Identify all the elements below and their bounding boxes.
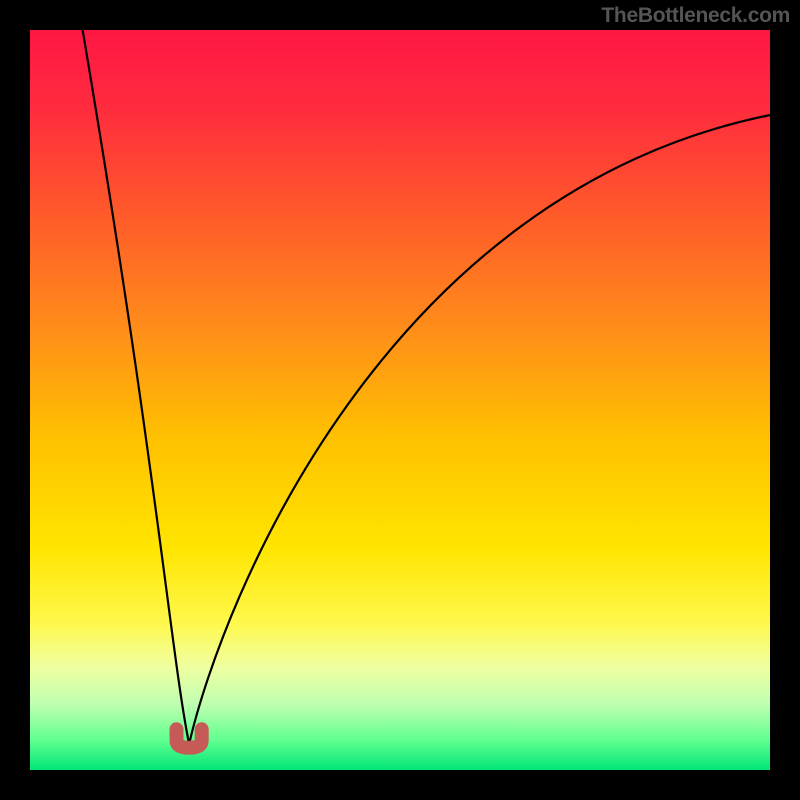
- chart-container: TheBottleneck.com: [0, 0, 800, 800]
- bottleneck-chart: [0, 0, 800, 800]
- watermark-text: TheBottleneck.com: [601, 4, 790, 28]
